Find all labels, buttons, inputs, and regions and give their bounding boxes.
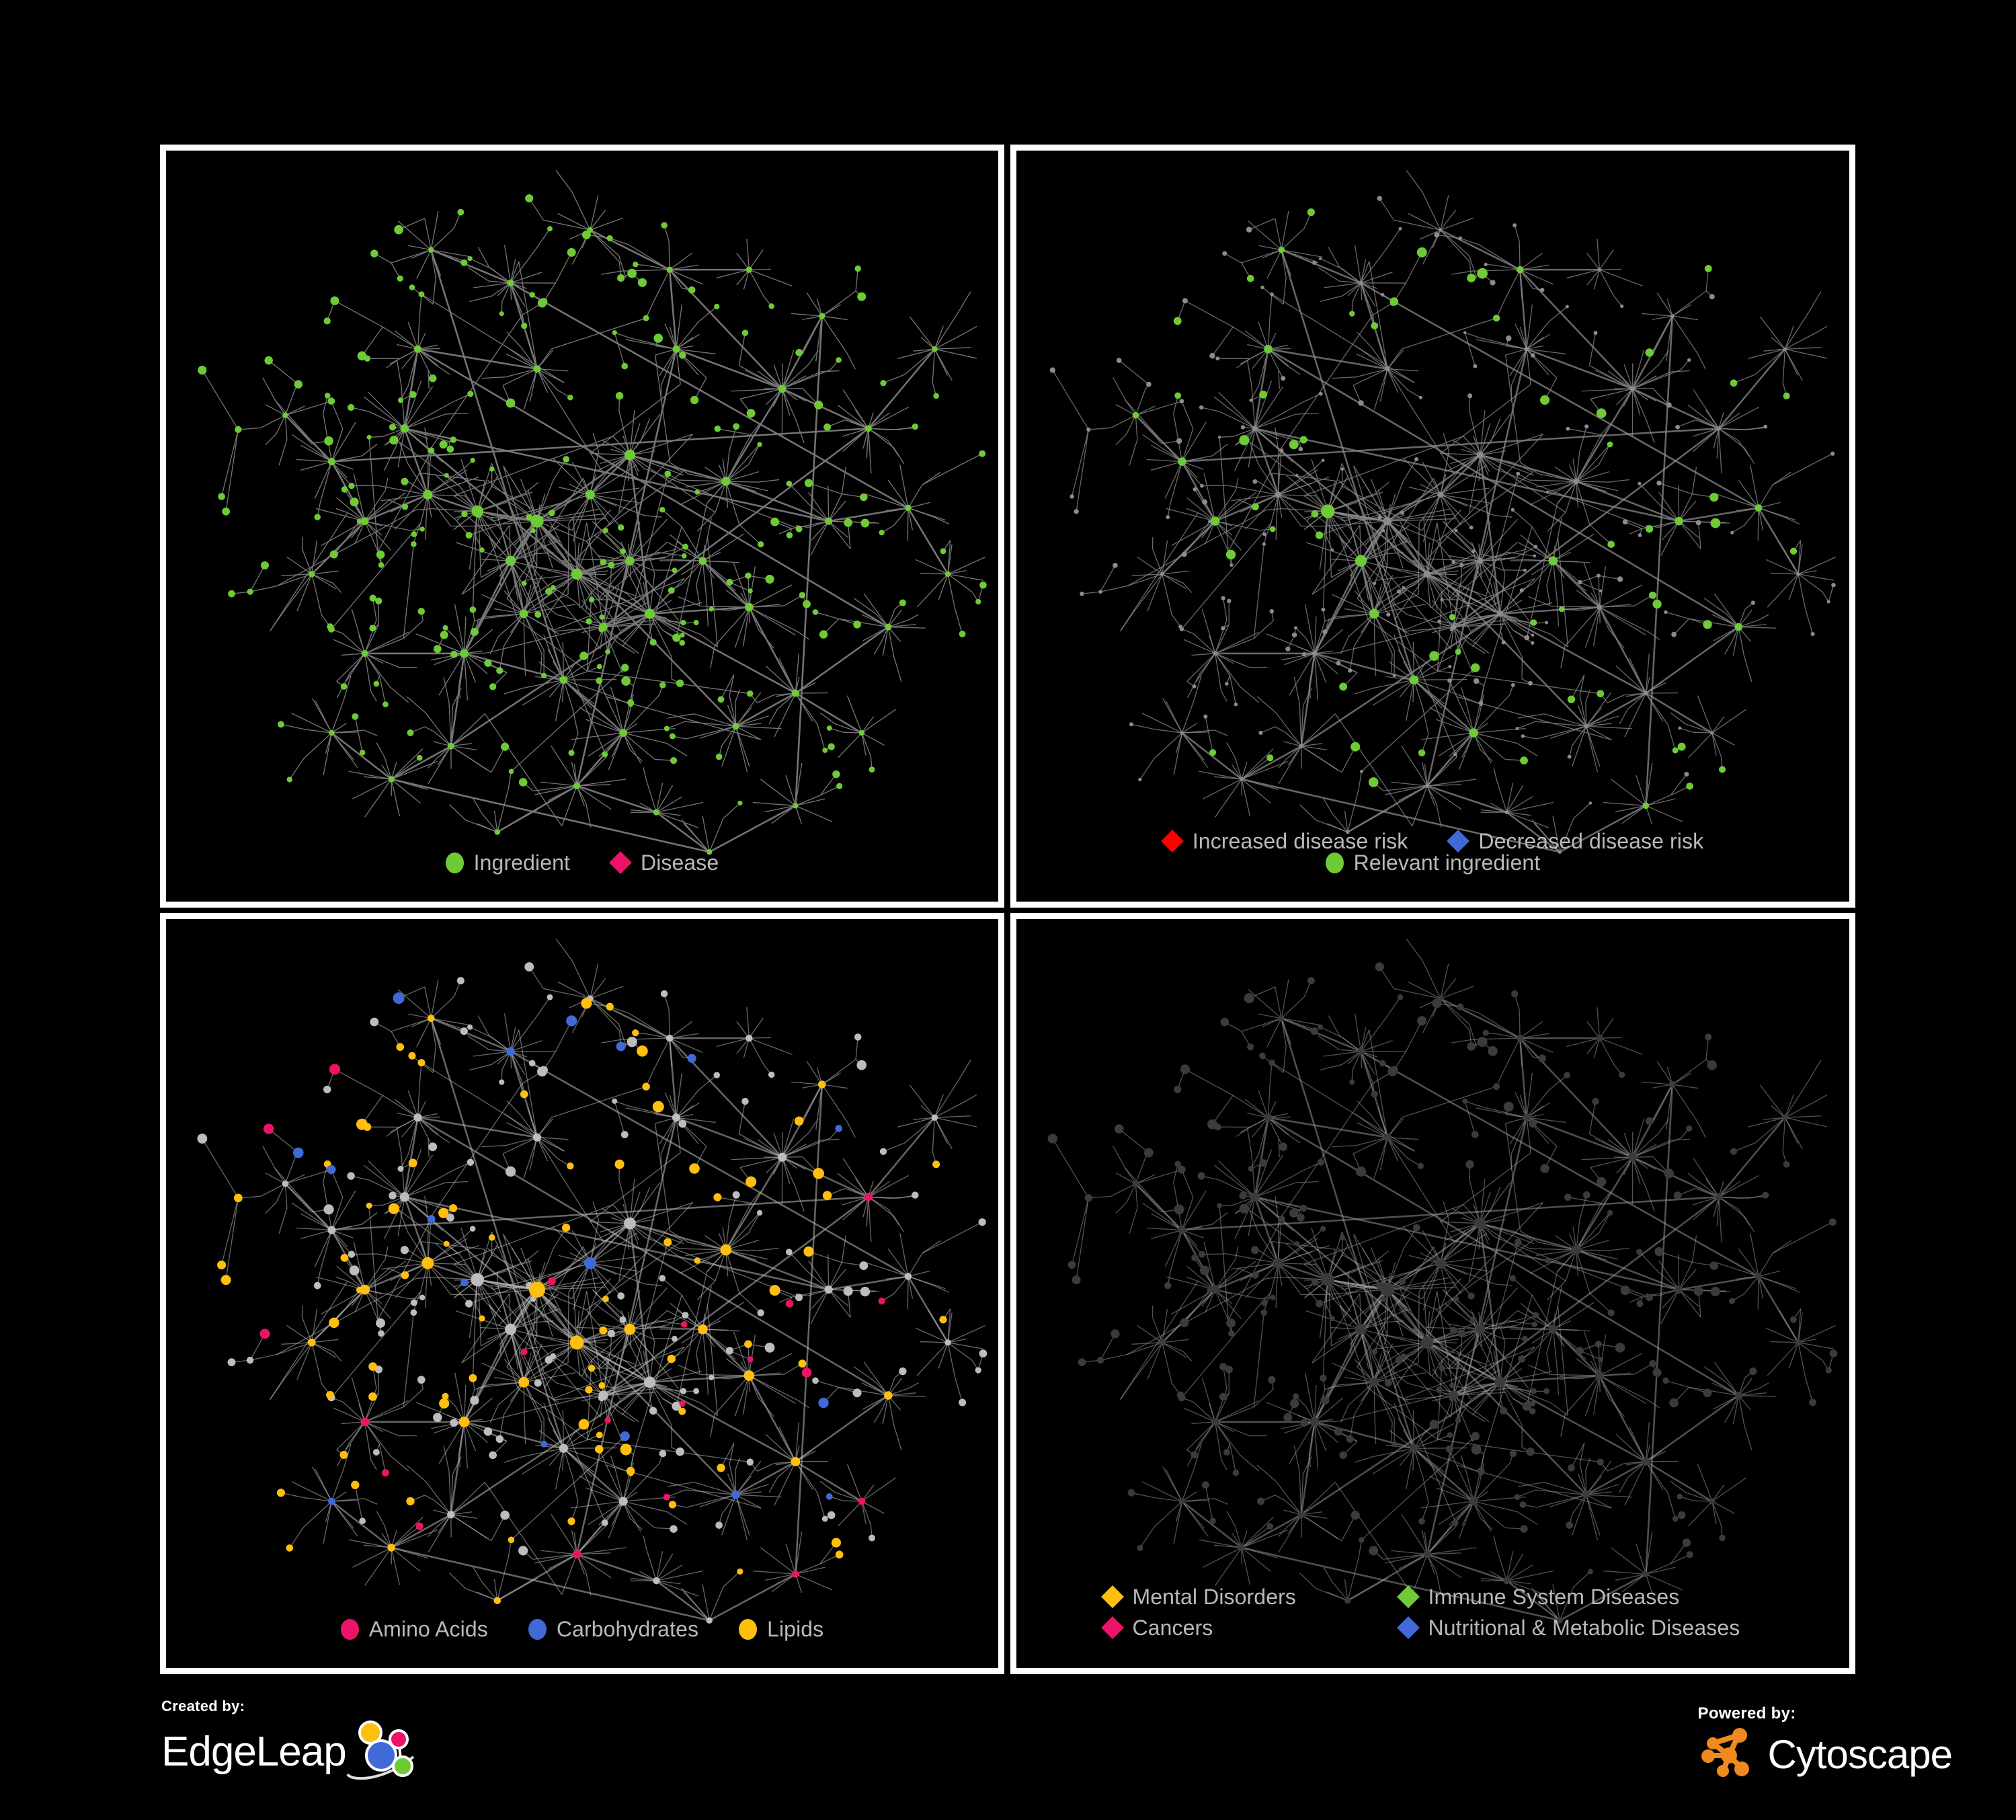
edgeleap-wordmark: EdgeLeap [161, 1728, 347, 1775]
legend-label: Increased disease risk [1192, 829, 1408, 853]
amino-acids-circle-icon [340, 1618, 359, 1640]
legend-label: Immune System Diseases [1428, 1585, 1680, 1609]
powered-by-block: Powered by: [1697, 1704, 1953, 1783]
legend-item[interactable]: Carbohydrates [528, 1618, 698, 1640]
legend-label: Ingredient [473, 850, 570, 875]
cytoscape-logo[interactable]: Cytoscape [1698, 1726, 1953, 1783]
legend-item[interactable]: Cancers [1090, 1616, 1386, 1640]
panel-ingredient-classes: Amino Acids Carbohydrates Lipids [160, 913, 1004, 1674]
legend-panel-b: Increased disease risk Decreased disease… [1016, 830, 1849, 873]
legend-panel-c: Amino Acids Carbohydrates Lipids [166, 1618, 998, 1640]
network-graph-d [1047, 919, 1838, 1624]
mental-disorders-diamond-icon [1100, 1585, 1124, 1608]
network-graph-a [198, 151, 987, 855]
legend-label: Relevant ingredient [1353, 850, 1541, 875]
cytoscape-wordmark: Cytoscape [1767, 1731, 1953, 1777]
network-canvas-c[interactable] [166, 919, 998, 1668]
legend-panel-a: Ingredient Disease [166, 850, 998, 875]
powered-by-caption: Powered by: [1697, 1704, 1796, 1723]
legend-item[interactable]: Amino Acids [340, 1617, 488, 1641]
disease-diamond-icon [609, 851, 632, 874]
ingredient-circle-icon [445, 852, 464, 873]
legend-item[interactable]: Mental Disorders [1090, 1585, 1386, 1609]
cytoscape-network-mark-icon [1698, 1726, 1760, 1783]
nutritional-metabolic-diseases-diamond-icon [1396, 1616, 1420, 1639]
legend-item[interactable]: Immune System Diseases [1386, 1585, 1682, 1609]
legend-label: Mental Disorders [1132, 1585, 1296, 1609]
created-by-caption: Created by: [161, 1698, 245, 1714]
legend-item[interactable]: Relevant ingredient [1325, 850, 1541, 875]
legend-item[interactable]: Increased disease risk [1160, 829, 1408, 853]
panel-ingredient-disease: Ingredient Disease [160, 145, 1004, 908]
legend-item[interactable]: Decreased disease risk [1447, 829, 1704, 853]
legend-item[interactable]: Ingredient [445, 850, 570, 875]
immune-system-diseases-diamond-icon [1396, 1585, 1420, 1608]
carbohydrates-circle-icon [528, 1618, 547, 1640]
legend-label: Amino Acids [368, 1617, 488, 1641]
decreased-risk-diamond-icon [1447, 830, 1470, 853]
legend-label: Cancers [1132, 1616, 1213, 1640]
legend-panel-d: Mental Disorders Immune System Diseases … [1090, 1585, 1776, 1648]
legend-item[interactable]: Disease [609, 850, 719, 875]
lipids-circle-icon [739, 1618, 758, 1640]
relevant-ingredient-circle-icon [1325, 852, 1344, 873]
cancers-diamond-icon [1100, 1616, 1124, 1639]
legend-label: Decreased disease risk [1478, 829, 1704, 853]
panel-disease-classes: Mental Disorders Immune System Diseases … [1010, 913, 1855, 1674]
legend-label: Carbohydrates [556, 1617, 699, 1641]
legend-item[interactable]: Lipids [739, 1618, 823, 1640]
legend-label: Lipids [767, 1617, 824, 1641]
network-canvas-a[interactable] [166, 151, 998, 902]
created-by-block: Created by: EdgeLeap [161, 1698, 420, 1786]
increased-risk-diamond-icon [1160, 830, 1184, 853]
legend-label: Nutritional & Metabolic Diseases [1428, 1616, 1740, 1640]
network-graph-c [197, 919, 987, 1624]
edgeleap-logo[interactable]: EdgeLeap [161, 1718, 420, 1786]
legend-item[interactable]: Nutritional & Metabolic Diseases [1386, 1616, 1740, 1639]
legend-label: Disease [641, 850, 719, 875]
footer: Created by: EdgeLeap [0, 1681, 2016, 1820]
network-canvas-d[interactable] [1016, 919, 1849, 1668]
network-graph-b [1049, 151, 1836, 854]
panel-disease-risk: Increased disease risk Decreased disease… [1010, 145, 1855, 908]
network-canvas-b[interactable] [1016, 151, 1849, 902]
edgeleap-node-mark-icon [346, 1718, 420, 1786]
